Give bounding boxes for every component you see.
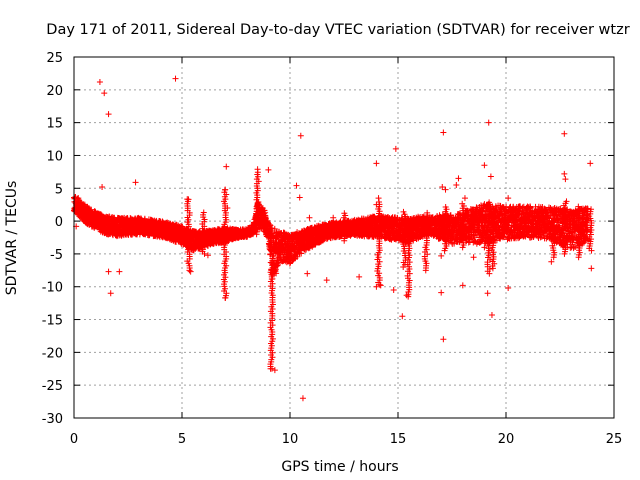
y-tick-label: 20 bbox=[46, 84, 63, 99]
y-tick-label: 0 bbox=[55, 215, 63, 230]
y-tick-label: -30 bbox=[42, 412, 63, 427]
y-tick-label: 25 bbox=[46, 51, 63, 66]
y-tick-label: 10 bbox=[46, 149, 63, 164]
x-tick-label: 5 bbox=[178, 432, 186, 447]
y-tick-label: -20 bbox=[42, 346, 63, 361]
y-tick-label: 15 bbox=[46, 117, 63, 132]
x-tick-label: 15 bbox=[390, 432, 407, 447]
x-tick-label: 25 bbox=[606, 432, 623, 447]
y-tick-label: -15 bbox=[42, 314, 63, 329]
y-tick-label: 5 bbox=[55, 182, 63, 197]
y-tick-label: -5 bbox=[50, 248, 63, 263]
chart-title: Day 171 of 2011, Sidereal Day-to-day VTE… bbox=[46, 22, 629, 38]
axis-tick-labels: 0 5 10 15 20 25 -30 -25 -20 -15 -10 -5 0 5 10 15 20 25 bbox=[42, 51, 623, 447]
x-tick-label: 20 bbox=[498, 432, 515, 447]
grid-lines bbox=[74, 57, 614, 418]
data-point-marker bbox=[88, 206, 95, 213]
x-tick-label: 10 bbox=[282, 432, 299, 447]
x-tick-label: 0 bbox=[70, 432, 78, 447]
y-tick-label: -10 bbox=[42, 281, 63, 296]
data-points bbox=[71, 75, 595, 402]
y-tick-label: -25 bbox=[42, 379, 63, 394]
